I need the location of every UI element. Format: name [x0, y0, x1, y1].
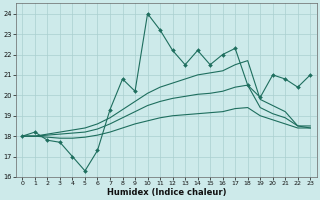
X-axis label: Humidex (Indice chaleur): Humidex (Indice chaleur)	[107, 188, 226, 197]
